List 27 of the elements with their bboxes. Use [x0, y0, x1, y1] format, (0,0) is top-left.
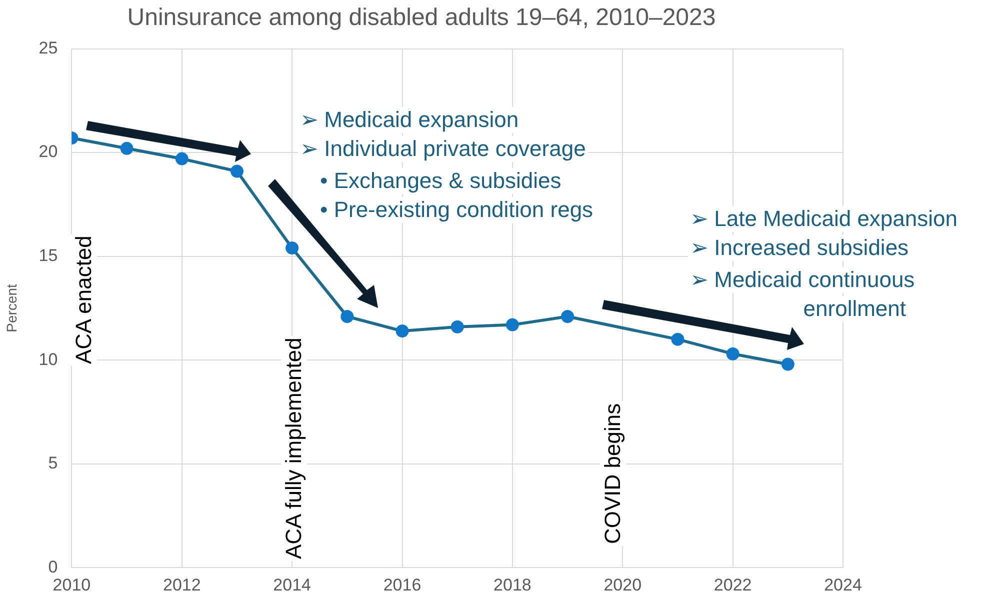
annotation: ACA fully implemented [281, 336, 307, 561]
annotation: ➢ Individual private coverage [298, 136, 588, 162]
y-tick-label: 0 [48, 557, 58, 576]
x-tick-label: 2024 [824, 575, 862, 594]
annotation: ➢ Late Medicaid expansion [688, 206, 960, 232]
x-tick-label: 2016 [383, 575, 422, 594]
chart-title: Uninsurance among disabled adults 19–64, 2010–2023 [127, 4, 716, 32]
annotation: ➢ Medicaid expansion [298, 107, 521, 133]
x-tick-label: 2012 [162, 575, 201, 594]
x-tick-label: 2020 [604, 575, 642, 594]
x-tick-label: 2022 [714, 575, 752, 594]
x-tick-label: 2018 [494, 575, 532, 594]
y-tick-label: 25 [38, 38, 58, 58]
y-tick-label: 15 [38, 246, 58, 266]
annotation: enrollment [801, 296, 908, 322]
y-tick-label: 5 [48, 454, 58, 473]
y-tick-label: 10 [38, 350, 58, 369]
annotation: ➢ Increased subsidies [688, 235, 911, 261]
annotation: COVID begins [600, 401, 626, 546]
x-tick-label: 2010 [52, 575, 91, 594]
y-tick-label: 20 [38, 142, 58, 162]
annotation: • Exchanges & subsidies [318, 168, 564, 194]
y-axis-title: Percent [3, 284, 20, 332]
annotation: ➢ Medicaid continuous [688, 267, 917, 293]
annotation: ACA enacted [71, 234, 97, 366]
annotation: • Pre-existing condition regs [318, 197, 596, 223]
x-tick-label: 2014 [273, 575, 311, 594]
